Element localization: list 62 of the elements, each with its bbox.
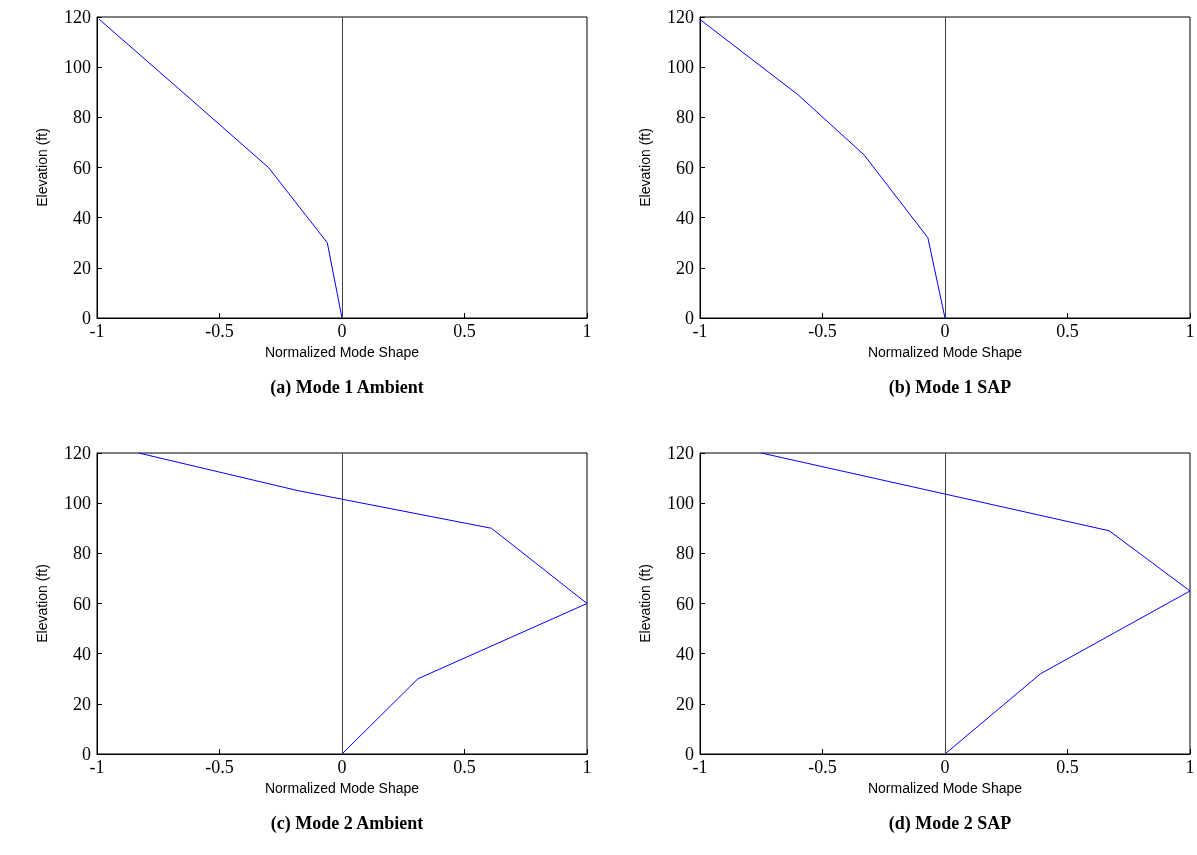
text: (b) Mode 1 SAP: [888, 377, 1012, 398]
y-tick-label: 40: [73, 643, 91, 664]
y-tick-label: 0: [685, 744, 694, 764]
y-axis-title: Elevation (ft): [637, 564, 653, 643]
x-axis-title: Normalized Mode Shape: [264, 779, 420, 796]
y-tick-label: 80: [676, 543, 694, 564]
y-tick-label: 100: [64, 57, 91, 78]
x-tick-label: 0: [940, 321, 950, 341]
y-tick-label: 100: [64, 493, 91, 514]
x-tick-label: 1: [582, 757, 592, 777]
x-axis-title: Normalized Mode Shape: [867, 343, 1023, 360]
x-tick-label: 0.5: [1056, 321, 1079, 341]
y-tick-label: 60: [676, 157, 694, 178]
y-tick-label: 40: [676, 207, 694, 228]
y-tick-label: 120: [667, 443, 694, 463]
text: (d) Mode 2 SAP: [888, 813, 1012, 834]
y-tick-label: 80: [73, 543, 91, 564]
y-axis-title: Elevation (ft): [637, 128, 653, 207]
y-tick-label: 60: [73, 593, 91, 614]
x-tick-label: 1: [582, 321, 592, 341]
x-tick-label: 1: [1185, 757, 1195, 777]
x-tick-label: 0: [940, 757, 950, 777]
x-tick-label: 0.5: [453, 757, 476, 777]
y-tick-label: 120: [64, 443, 91, 463]
y-tick-label: 60: [676, 593, 694, 614]
y-tick-label: 120: [64, 7, 91, 27]
x-axis-title: Normalized Mode Shape: [264, 343, 420, 360]
y-tick-label: 20: [73, 693, 91, 714]
y-tick-label: 40: [676, 643, 694, 664]
text: (c) Mode 2 Ambient: [270, 813, 424, 834]
x-tick-label: -1: [692, 757, 708, 777]
y-tick-label: 60: [73, 157, 91, 178]
y-tick-label: 80: [676, 107, 694, 128]
x-tick-label: -1: [692, 321, 708, 341]
x-tick-label: -1: [89, 757, 105, 777]
y-axis-title: Elevation (ft): [34, 128, 50, 207]
y-tick-label: 20: [73, 257, 91, 278]
y-tick-label: 40: [73, 207, 91, 228]
x-tick-label: 0: [337, 321, 347, 341]
y-tick-label: 0: [82, 308, 91, 328]
x-tick-label: -0.5: [205, 321, 234, 341]
y-tick-label: 120: [667, 7, 694, 27]
x-tick-label: -0.5: [808, 321, 837, 341]
y-axis-title: Elevation (ft): [34, 564, 50, 643]
x-tick-label: -0.5: [808, 757, 837, 777]
x-tick-label: -1: [89, 321, 105, 341]
x-tick-label: 0.5: [1056, 757, 1079, 777]
x-tick-label: 0: [337, 757, 347, 777]
y-tick-label: 20: [676, 257, 694, 278]
text: (a) Mode 1 Ambient: [270, 377, 424, 398]
y-tick-label: 0: [82, 744, 91, 764]
y-tick-label: 80: [73, 107, 91, 128]
x-tick-label: 0.5: [453, 321, 476, 341]
y-tick-label: 100: [667, 493, 694, 514]
line-series: [760, 452, 1191, 755]
line-series: [138, 452, 588, 755]
y-tick-label: 100: [667, 57, 694, 78]
x-tick-label: -0.5: [205, 757, 234, 777]
x-tick-label: 1: [1185, 321, 1195, 341]
x-axis-title: Normalized Mode Shape: [867, 779, 1023, 796]
y-tick-label: 0: [685, 308, 694, 328]
y-tick-label: 20: [676, 693, 694, 714]
